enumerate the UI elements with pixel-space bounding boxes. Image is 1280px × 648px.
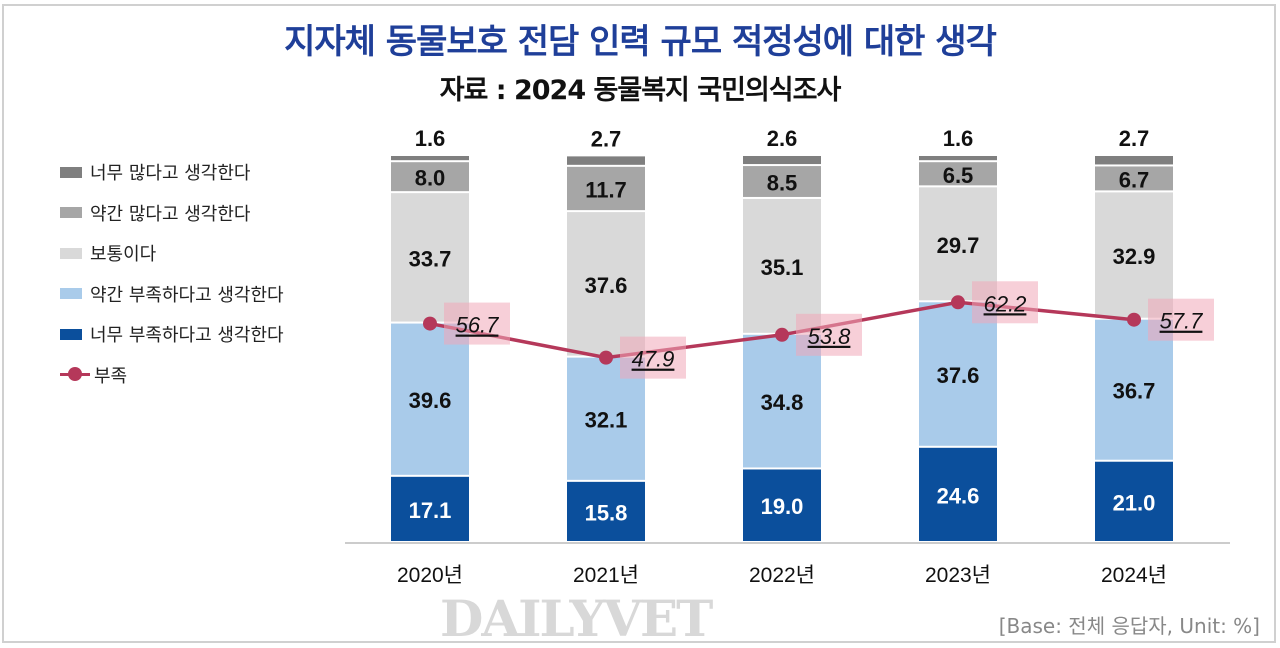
bar-segment xyxy=(567,166,645,211)
line-data-label: 62.2 xyxy=(984,291,1027,316)
data-label: 36.7 xyxy=(1113,379,1156,404)
bar-segment xyxy=(919,447,997,541)
legend-label: 부족 xyxy=(94,365,128,387)
line-label-box xyxy=(1148,298,1214,341)
line-point xyxy=(423,316,437,331)
x-tick-label: 2021년 xyxy=(573,564,639,587)
bar-segment xyxy=(391,156,469,161)
bar-segment xyxy=(391,323,469,475)
watermark-logo: DAILYVET xyxy=(440,589,713,648)
legend-label: 약간 부족하다고 생각한다 xyxy=(90,284,284,306)
legend-label: 너무 많다고 생각한다 xyxy=(90,163,251,185)
chart-subtitle: 자료 : 2024 동물복지 국민의식조사 xyxy=(439,75,842,106)
legend-item: 부족 xyxy=(60,355,284,396)
bar-segment xyxy=(567,481,645,541)
data-label: 8.0 xyxy=(415,166,446,191)
bar-segment xyxy=(919,156,997,161)
bar-segment xyxy=(743,156,821,165)
bar-segment xyxy=(743,469,821,541)
data-label: 21.0 xyxy=(1113,490,1156,515)
base-unit-note: [Base: 전체 응답자, Unit: %] xyxy=(998,614,1260,638)
bar-segment xyxy=(391,162,469,192)
line-data-label: 57.7 xyxy=(1160,309,1204,334)
legend-label: 약간 많다고 생각한다 xyxy=(90,203,251,225)
legend-swatch xyxy=(60,288,82,300)
bar-segment xyxy=(1095,319,1173,460)
bar-segment xyxy=(919,302,997,446)
bar-segment xyxy=(567,156,645,165)
data-label: 37.6 xyxy=(585,273,628,298)
data-label: 37.6 xyxy=(937,363,980,388)
legend-item: 너무 많다고 생각한다 xyxy=(60,152,284,193)
line-label-box xyxy=(444,302,510,345)
data-label: 8.5 xyxy=(767,171,798,196)
x-tick-label: 2022년 xyxy=(749,564,815,587)
x-tick-label: 2023년 xyxy=(925,564,991,587)
legend-item: 약간 많다고 생각한다 xyxy=(60,193,284,234)
bar-segment xyxy=(919,162,997,186)
chart-title: 지자체 동물보호 전담 인력 규모 적정성에 대한 생각 xyxy=(284,22,997,62)
line-label-box xyxy=(972,281,1038,324)
line-data-label: 53.8 xyxy=(808,324,852,349)
legend-swatch xyxy=(60,247,82,259)
line-point xyxy=(599,350,613,365)
data-label: 15.8 xyxy=(585,500,628,525)
legend: 너무 많다고 생각한다 약간 많다고 생각한다 보통이다 약간 부족하다고 생각… xyxy=(60,152,284,395)
line-label-box xyxy=(620,336,686,379)
legend-swatch xyxy=(60,207,82,219)
bar-segment xyxy=(1095,461,1173,541)
data-label: 6.7 xyxy=(1119,167,1150,192)
line-point xyxy=(1127,312,1141,327)
line-data-label: 56.7 xyxy=(456,313,500,338)
data-label: 32.9 xyxy=(1113,244,1156,269)
legend-item: 너무 부족하다고 생각한다 xyxy=(60,314,284,355)
data-label: 6.5 xyxy=(943,163,974,188)
bar-segment xyxy=(1095,166,1173,191)
data-label: 39.6 xyxy=(409,388,452,413)
bar-segment xyxy=(743,334,821,468)
data-label: 32.1 xyxy=(585,408,628,433)
data-label: 1.6 xyxy=(943,126,974,151)
bar-segment xyxy=(743,166,821,197)
data-label: 2.7 xyxy=(1119,126,1150,151)
chart-frame xyxy=(2,4,1276,643)
data-label: 33.7 xyxy=(409,246,452,271)
line-point xyxy=(951,295,965,310)
x-tick-label: 2020년 xyxy=(397,564,463,587)
data-label: 1.6 xyxy=(415,126,446,151)
data-label: 29.7 xyxy=(937,233,980,258)
data-label: 2.6 xyxy=(767,126,798,151)
data-label: 35.1 xyxy=(761,255,804,280)
data-label: 17.1 xyxy=(409,498,452,523)
data-label: 11.7 xyxy=(585,177,627,202)
line-data-label: 47.9 xyxy=(632,347,675,372)
legend-line-swatch xyxy=(60,367,90,382)
bar-segment xyxy=(391,476,469,541)
legend-swatch xyxy=(60,328,82,340)
legend-swatch xyxy=(60,166,82,178)
line-point xyxy=(775,327,789,342)
legend-item: 약간 부족하다고 생각한다 xyxy=(60,274,284,315)
legend-label: 너무 부족하다고 생각한다 xyxy=(90,325,284,347)
bar-segment xyxy=(1095,156,1173,165)
bar-segment xyxy=(743,198,821,333)
data-label: 34.8 xyxy=(761,390,804,415)
bar-segment xyxy=(391,193,469,322)
x-tick-label: 2024년 xyxy=(1101,564,1167,587)
legend-item: 보통이다 xyxy=(60,233,284,274)
data-label: 19.0 xyxy=(761,494,804,519)
legend-label: 보통이다 xyxy=(90,244,157,266)
data-label: 24.6 xyxy=(937,483,980,508)
bar-segment xyxy=(1095,192,1173,318)
bar-segment xyxy=(567,212,645,356)
data-label: 2.7 xyxy=(591,126,622,151)
line-label-box xyxy=(796,313,862,356)
